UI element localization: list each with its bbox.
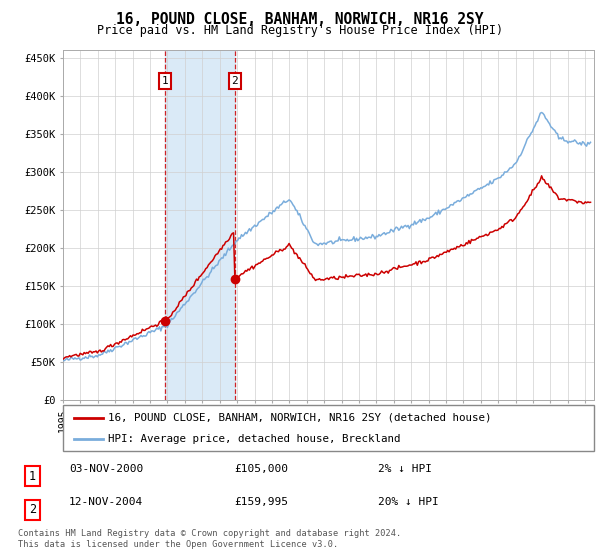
Text: HPI: Average price, detached house, Breckland: HPI: Average price, detached house, Brec… [108, 435, 401, 444]
Bar [164, 50, 235, 400]
Text: £159,995: £159,995 [234, 497, 288, 507]
Text: 1: 1 [161, 76, 168, 86]
Text: £105,000: £105,000 [234, 464, 288, 474]
Text: 1: 1 [29, 469, 36, 483]
Text: 20% ↓ HPI: 20% ↓ HPI [378, 497, 439, 507]
Text: Contains HM Land Registry data © Crown copyright and database right 2024.
This d: Contains HM Land Registry data © Crown c… [18, 529, 401, 549]
Text: 03-NOV-2000: 03-NOV-2000 [69, 464, 143, 474]
Text: 16, POUND CLOSE, BANHAM, NORWICH, NR16 2SY: 16, POUND CLOSE, BANHAM, NORWICH, NR16 2… [116, 12, 484, 27]
Text: 16, POUND CLOSE, BANHAM, NORWICH, NR16 2SY (detached house): 16, POUND CLOSE, BANHAM, NORWICH, NR16 2… [108, 413, 491, 423]
FancyBboxPatch shape [63, 405, 594, 451]
Text: 2: 2 [232, 76, 238, 86]
Text: Price paid vs. HM Land Registry's House Price Index (HPI): Price paid vs. HM Land Registry's House … [97, 24, 503, 36]
Text: 2% ↓ HPI: 2% ↓ HPI [378, 464, 432, 474]
Text: 2: 2 [29, 503, 36, 516]
Text: 12-NOV-2004: 12-NOV-2004 [69, 497, 143, 507]
